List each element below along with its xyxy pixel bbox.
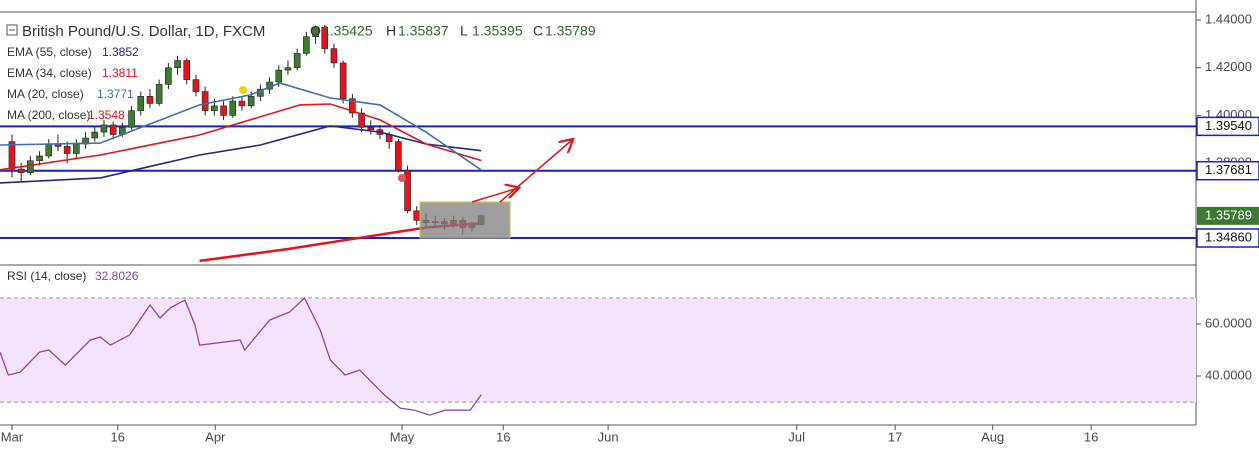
legend-value: 1.3771 [97, 87, 134, 101]
collapse-toggle[interactable] [6, 24, 18, 36]
level-label: 1.37681 [1205, 162, 1252, 177]
level-label: 1.39540 [1205, 118, 1252, 133]
legend-name: MA (20, close) [7, 87, 84, 101]
legend-value: 1.3852 [102, 45, 139, 59]
candle-body [367, 127, 375, 131]
candle-body [146, 96, 154, 104]
ohlc-value: 1.35837 [398, 23, 449, 39]
ohlc-label: L [460, 23, 468, 39]
candle-body [413, 210, 421, 221]
ohlc-value: 1.35425 [322, 23, 373, 39]
indicator-line [0, 82, 482, 171]
candle-body [395, 141, 402, 171]
ohlc-label: O [310, 23, 321, 39]
candle-body [192, 79, 200, 92]
level-label-box [1196, 228, 1259, 248]
y-tick-label: 40.0000 [1205, 368, 1252, 383]
candle-body [128, 110, 135, 128]
ohlc-label: C [533, 23, 543, 39]
x-tick-label: 16 [496, 429, 510, 444]
candle-body [63, 146, 71, 154]
candle-body [358, 112, 365, 128]
candle-body [293, 53, 301, 68]
candle-body [229, 100, 237, 116]
y-tick-label: 1.44000 [1205, 11, 1252, 26]
candle-body [247, 96, 255, 107]
projection-arrow [471, 188, 518, 203]
x-tick-label: 16 [111, 429, 125, 444]
x-tick-label: May [390, 429, 415, 444]
candle-body [330, 48, 338, 64]
level-label-box [1196, 116, 1259, 137]
rsi-band [0, 297, 1196, 403]
candle-body [165, 67, 172, 85]
plot-layer: 1.440001.420001.400001.3800060.000040.00… [0, 11, 1252, 444]
candle-body [155, 84, 163, 104]
x-tick-label: 17 [888, 429, 902, 444]
candle-body [91, 131, 99, 139]
rsi-title: RSI (14, close) [7, 269, 86, 283]
candle-body [339, 62, 347, 100]
overlay-layer: EMA (55, close) 1.3852 EMA (34, close) 1.38… [7, 45, 1259, 283]
candle-body [8, 141, 16, 170]
candle-body [100, 124, 108, 133]
candle-body [109, 124, 117, 135]
range-box [419, 201, 511, 239]
candle-body [174, 60, 181, 68]
candle-body [73, 143, 80, 154]
candle-body [220, 105, 227, 116]
x-tick-label: Aug [981, 429, 1004, 444]
candle-body [36, 155, 43, 162]
last-price-box [1197, 206, 1259, 225]
candle-body [321, 26, 329, 49]
x-tick-label: Mar [1, 429, 24, 444]
chart-title: British Pound/U.S. Dollar, 1D, FXCM [22, 23, 265, 40]
candle-body [303, 36, 310, 54]
candle-body [275, 69, 283, 83]
candle-body [211, 105, 218, 111]
indicator-line [0, 125, 482, 184]
legend-value: 1.3548 [88, 108, 125, 122]
rsi-value: 32.8026 [95, 269, 139, 283]
ohlc-value: 1.35789 [545, 23, 596, 39]
ohlc-label: H [386, 23, 396, 39]
legend-value: 1.3811 [102, 66, 138, 80]
candle-body [201, 91, 209, 111]
legend-name: MA (200, close) [7, 108, 90, 122]
indicator-line [0, 103, 482, 171]
x-tick-label: Jun [598, 429, 619, 444]
signal-dot [239, 86, 247, 94]
x-tick-label: 16 [1084, 429, 1098, 444]
x-tick-label: Apr [205, 429, 226, 444]
candle-body [17, 168, 25, 173]
candle-body [137, 96, 145, 111]
candle-body [349, 98, 356, 114]
candle-body [284, 67, 292, 71]
candle-body [45, 143, 53, 157]
candle-body [238, 100, 246, 107]
projection-arrow [499, 140, 572, 203]
rsi-line [0, 296, 482, 416]
level-label: 1.34860 [1205, 229, 1252, 244]
x-tick-label: Jul [788, 429, 805, 444]
candle-body [183, 60, 191, 80]
legend-name: EMA (34, close) [7, 66, 92, 80]
ohlc-value: 1.35395 [472, 23, 523, 39]
candle-body [312, 26, 319, 37]
candle-body [404, 169, 411, 212]
signal-dot [398, 174, 406, 182]
level-label-box [1196, 160, 1259, 181]
last-price-label: 1.35789 [1205, 207, 1252, 222]
y-tick-label: 1.42000 [1205, 59, 1252, 74]
candle-body [27, 160, 34, 173]
legend-name: EMA (55, close) [7, 45, 92, 59]
y-tick-label: 60.0000 [1205, 315, 1252, 330]
